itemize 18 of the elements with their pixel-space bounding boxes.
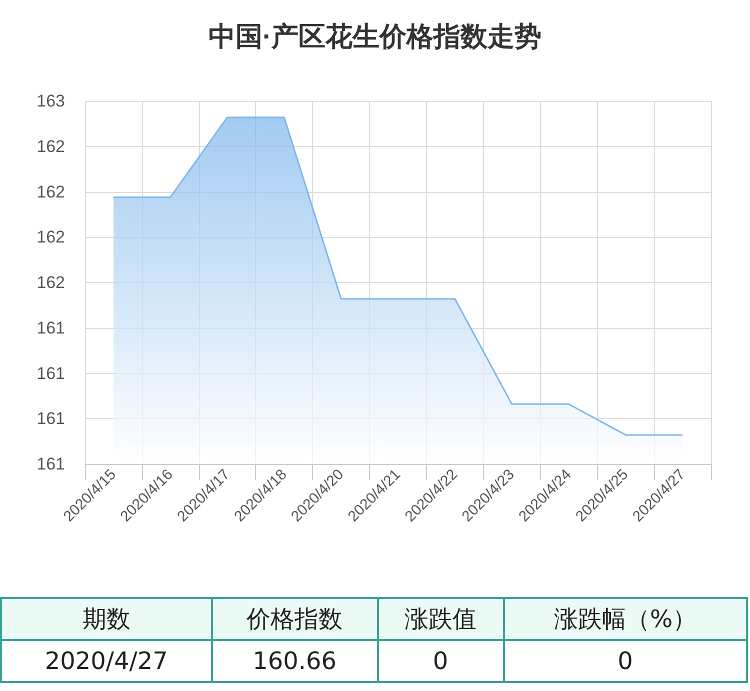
y-tick-label: 163 bbox=[36, 92, 65, 110]
y-tick-label: 162 bbox=[36, 182, 65, 202]
y-tick-label: 161 bbox=[36, 318, 65, 338]
text: 0 bbox=[378, 640, 504, 682]
y-tick-label: 161 bbox=[36, 364, 65, 383]
text: 涨跌值 bbox=[378, 598, 504, 640]
y-tick-label: 162 bbox=[36, 273, 65, 292]
y-tick-label: 162 bbox=[36, 136, 65, 156]
text: 160.66 bbox=[212, 640, 378, 682]
text: 价格指数 bbox=[212, 598, 378, 640]
text: 2020/4/27 bbox=[1, 640, 212, 682]
text: 涨跌幅（%） bbox=[504, 598, 747, 640]
y-tick-label: 161 bbox=[36, 409, 65, 428]
y-tick-label: 162 bbox=[36, 228, 65, 247]
text: 0 bbox=[504, 640, 747, 682]
chart-title: 中国·产区花生价格指数走势 bbox=[208, 22, 542, 52]
y-tick-label: 161 bbox=[36, 454, 65, 474]
text: 期数 bbox=[1, 598, 212, 640]
